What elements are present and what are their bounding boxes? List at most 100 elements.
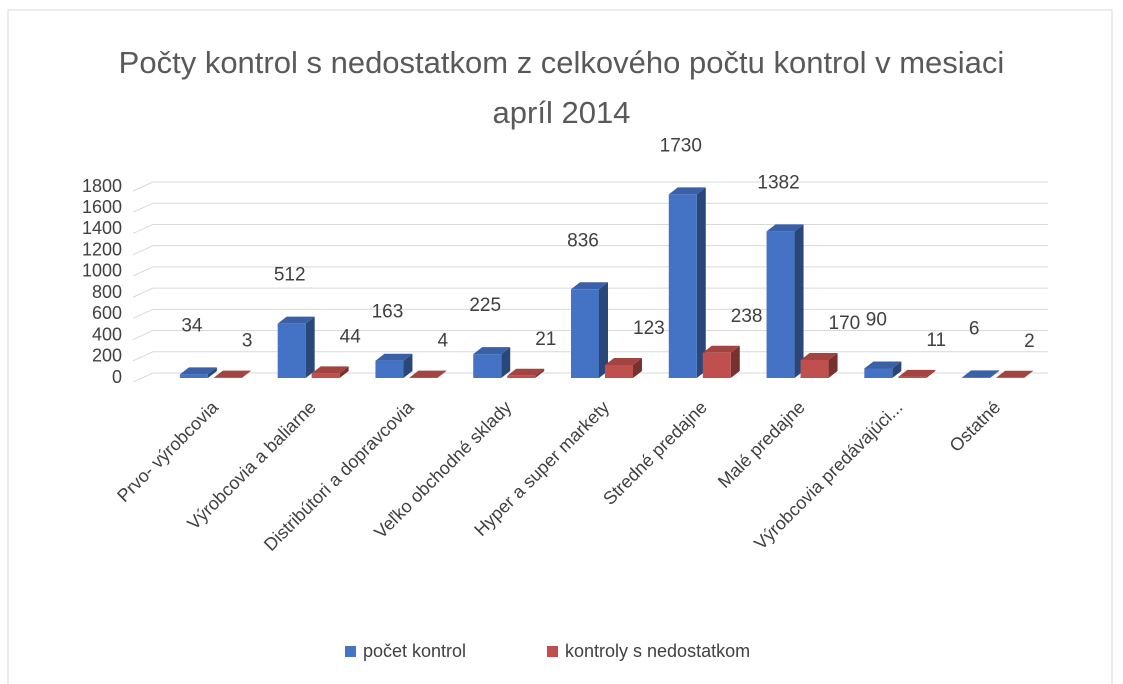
- bar-top: [605, 357, 642, 365]
- y-tick-label: 400: [92, 324, 122, 344]
- data-label: 170: [829, 313, 861, 334]
- bar: [962, 377, 991, 378]
- data-label: 512: [274, 265, 306, 286]
- bar-top: [766, 224, 804, 232]
- bar-top: [507, 368, 545, 376]
- data-label: 1730: [660, 135, 702, 156]
- data-label: 225: [469, 295, 501, 316]
- bar: [864, 368, 893, 378]
- grid-line: [132, 351, 1048, 362]
- bar-top: [898, 369, 936, 377]
- grid-line: [132, 245, 1048, 256]
- grid-line: [132, 308, 1048, 319]
- data-label: 238: [731, 306, 763, 327]
- y-tick-label: 200: [92, 346, 122, 366]
- bar-side: [305, 316, 315, 378]
- data-label: 90: [866, 309, 887, 330]
- grid-line: [132, 287, 1048, 298]
- data-label: 6: [969, 318, 980, 339]
- bar: [473, 354, 502, 378]
- data-label: 3: [242, 331, 253, 352]
- data-label: 34: [181, 315, 203, 336]
- bar-side: [501, 347, 511, 378]
- grid-line: [132, 202, 1048, 213]
- bar-top: [702, 345, 740, 353]
- bar-top: [179, 367, 217, 375]
- legend-swatch: [547, 646, 558, 657]
- bar-top: [277, 316, 315, 324]
- y-tick-label: 600: [92, 303, 122, 323]
- y-tick-label: 1200: [82, 239, 122, 259]
- y-tick-label: 1800: [82, 176, 122, 196]
- data-label: 1382: [757, 172, 799, 193]
- bar-side: [599, 282, 608, 378]
- y-tick-label: 1000: [82, 261, 122, 281]
- bar-side: [339, 366, 349, 378]
- bar: [668, 194, 697, 378]
- data-label: 163: [372, 302, 404, 323]
- bar-top: [996, 370, 1034, 378]
- bar: [605, 364, 633, 378]
- x-tick-label: Prvo- výrobcovia: [113, 396, 223, 506]
- bar: [311, 373, 340, 378]
- grid-line: [132, 330, 1048, 341]
- bar-side: [437, 370, 447, 378]
- bar-top: [864, 361, 902, 369]
- data-label: 44: [340, 326, 362, 347]
- data-label: 21: [535, 329, 556, 350]
- bar: [375, 360, 404, 378]
- y-tick-label: 1600: [82, 197, 122, 217]
- bar-side: [926, 369, 936, 378]
- bar-side: [207, 367, 217, 378]
- grid-line: [132, 266, 1048, 277]
- y-tick-label: 800: [92, 282, 122, 302]
- data-label: 123: [633, 318, 665, 339]
- bar-side: [794, 224, 804, 378]
- bar: [507, 375, 536, 378]
- bar-side: [730, 345, 740, 378]
- bar-side: [633, 357, 642, 378]
- bar-top: [962, 370, 1000, 378]
- bar-side: [535, 368, 545, 378]
- bar-side: [990, 370, 1000, 378]
- grid-line: [132, 372, 1048, 383]
- data-label: 836: [567, 230, 599, 251]
- bar-top: [213, 370, 251, 378]
- chart-title: Počty kontrol s nedostatkom z celkového …: [118, 45, 1005, 130]
- data-label: 2: [1024, 331, 1035, 352]
- data-label: 11: [926, 330, 946, 351]
- legend-swatch: [345, 646, 356, 657]
- grid-line: [132, 223, 1048, 234]
- bar-top: [800, 352, 838, 360]
- bar-top: [409, 370, 447, 378]
- x-tick-label: Malé predajne: [714, 397, 809, 492]
- y-tick-label: 1400: [82, 218, 122, 238]
- x-tick-label: Ostatné: [946, 397, 1005, 456]
- bar-side: [696, 187, 706, 378]
- bar-top: [668, 187, 706, 195]
- bar-side: [892, 361, 902, 378]
- bar: [277, 323, 306, 378]
- bar-side: [403, 353, 413, 378]
- bar: [179, 374, 208, 378]
- chart-frame: [7, 9, 1113, 684]
- data-label: 4: [437, 331, 448, 352]
- bar-top: [571, 282, 608, 290]
- bar: [898, 376, 927, 378]
- bar-side: [1024, 370, 1034, 378]
- legend-label: kontroly s nedostatkom: [565, 641, 750, 661]
- bar-top: [375, 353, 413, 361]
- y-tick-label: 0: [112, 367, 122, 387]
- bar-top: [473, 347, 511, 355]
- bar: [766, 231, 795, 378]
- bar-top: [311, 366, 349, 374]
- bar: [702, 352, 731, 378]
- legend-label: počet kontrol: [363, 641, 466, 661]
- grid-line: [132, 181, 1048, 192]
- bar-side: [828, 352, 838, 378]
- bar: [571, 289, 599, 378]
- x-tick-label: Stredné predajne: [599, 397, 711, 509]
- bar: [800, 359, 829, 378]
